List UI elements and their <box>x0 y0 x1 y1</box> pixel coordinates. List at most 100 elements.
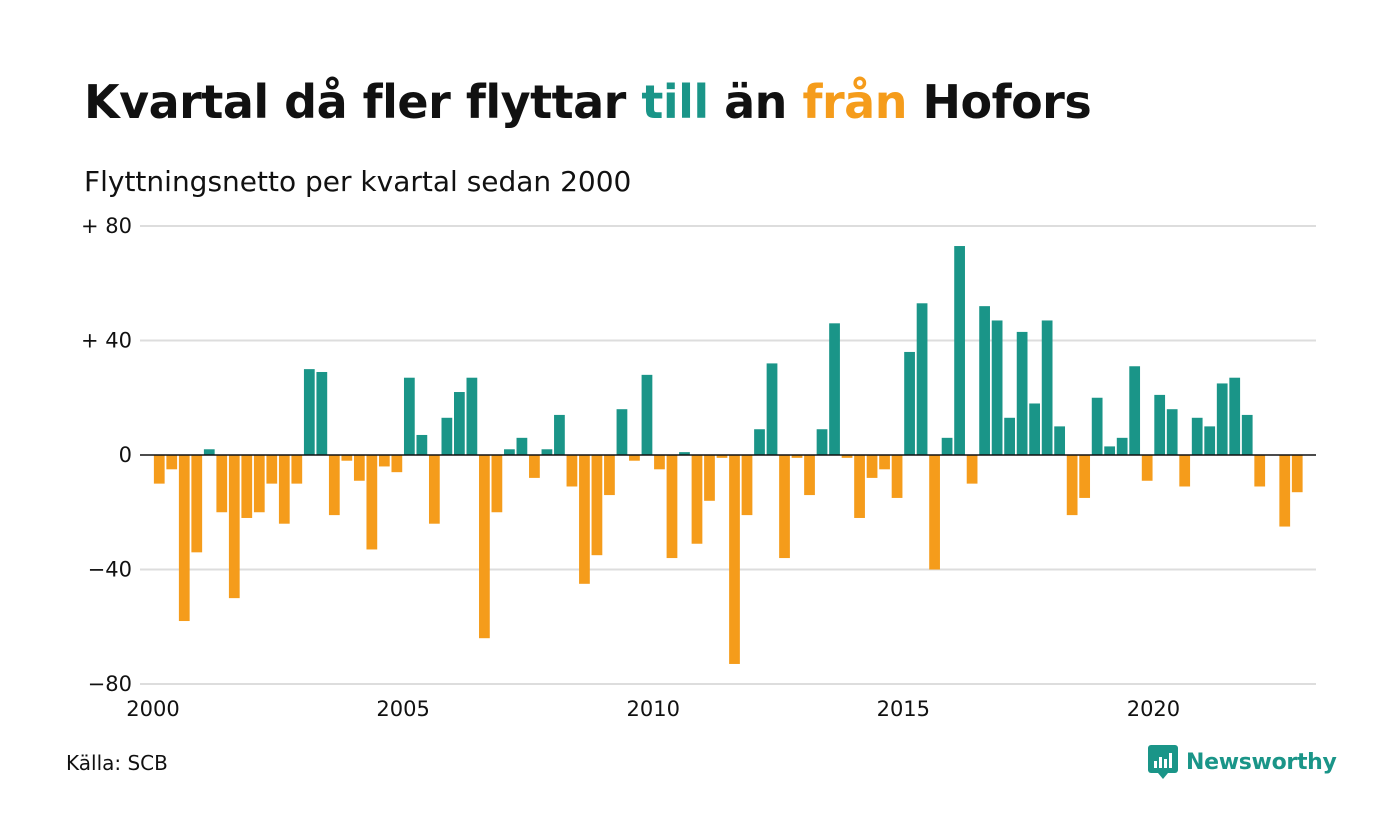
bar-2021-q2 <box>1216 383 1228 455</box>
bar-2021-q3 <box>1229 377 1241 455</box>
y-tick-label: −80 <box>88 672 132 696</box>
bar-2015-q3 <box>929 455 940 570</box>
bar-2010-q4 <box>691 455 703 544</box>
y-tick-label: + 40 <box>81 329 132 353</box>
bar-2003-q3 <box>328 455 340 516</box>
bar-2009-q1 <box>604 455 615 496</box>
x-axis-labels: 2000 2005 2010 2015 2020 <box>126 697 1180 721</box>
bar-2004-q3 <box>378 455 390 467</box>
bar-2015-q4 <box>941 437 953 455</box>
bar-2009-q2 <box>616 409 628 455</box>
bar-2013-q3 <box>829 323 840 455</box>
bar-2000-q4 <box>191 455 203 553</box>
y-tick-label: + 80 <box>81 214 132 238</box>
bar-2008-q3 <box>579 455 590 584</box>
bar-2005-q1 <box>403 377 415 455</box>
bar-2006-q3 <box>479 455 490 639</box>
bar-2017-q4 <box>1041 320 1053 455</box>
title-text-start: Kvartal då fler flyttar <box>84 75 642 129</box>
bar-2001-q1 <box>203 449 215 455</box>
bar-2022-q1 <box>1254 455 1266 487</box>
bar-2009-q3 <box>629 455 640 461</box>
bar-2011-q3 <box>729 455 740 664</box>
bar-2012-q3 <box>779 455 790 559</box>
bar-2018-q4 <box>1091 397 1103 455</box>
x-tick-label: 2010 <box>626 697 679 721</box>
bar-2006-q1 <box>454 392 465 455</box>
bar-2012-q1 <box>754 429 765 455</box>
bar-2009-q4 <box>641 374 653 455</box>
bars <box>153 246 1303 664</box>
bar-2002-q1 <box>253 455 265 513</box>
bar-2001-q2 <box>216 455 228 513</box>
bar-2016-q1 <box>954 246 965 455</box>
bar-2019-q2 <box>1116 437 1128 455</box>
bar-2010-q2 <box>666 455 678 559</box>
bar-2007-q3 <box>529 455 540 478</box>
source-note: Källa: SCB <box>66 751 168 775</box>
bar-2014-q2 <box>866 455 878 478</box>
bar-2017-q1 <box>1004 417 1015 455</box>
bar-2015-q1 <box>904 351 915 455</box>
chart-title: Kvartal då fler flyttar till än från Hof… <box>84 72 1092 132</box>
bar-2011-q2 <box>716 455 728 458</box>
title-text-end: Hofors <box>906 75 1092 129</box>
bar-2004-q4 <box>391 455 403 473</box>
bar-2002-q3 <box>278 455 290 524</box>
bar-2014-q4 <box>891 455 903 498</box>
bar-2019-q3 <box>1129 366 1141 455</box>
bar-2016-q3 <box>979 306 990 455</box>
bar-2005-q2 <box>416 434 428 455</box>
bar-2012-q4 <box>791 455 803 458</box>
y-tick-label: −40 <box>88 558 132 582</box>
bar-2020-q1 <box>1154 394 1166 455</box>
bar-2013-q2 <box>816 429 828 455</box>
bar-2012-q2 <box>766 363 778 455</box>
bar-2014-q3 <box>879 455 890 470</box>
bar-2008-q1 <box>554 414 565 455</box>
bar-2010-q1 <box>654 455 665 470</box>
bar-2001-q4 <box>241 455 253 518</box>
bar-2007-q4 <box>541 449 553 455</box>
bar-2005-q4 <box>441 417 453 455</box>
bar-2006-q2 <box>466 377 478 455</box>
title-text-middle: än <box>708 75 803 129</box>
y-tick-label: 0 <box>119 443 132 467</box>
bar-2019-q1 <box>1104 446 1116 455</box>
newsworthy-logo-icon <box>1148 745 1178 779</box>
bar-2015-q2 <box>916 303 928 455</box>
bar-2020-q4 <box>1191 417 1203 455</box>
bar-2013-q1 <box>804 455 815 496</box>
bar-2002-q2 <box>266 455 278 484</box>
bar-2008-q2 <box>566 455 578 487</box>
bar-2016-q2 <box>966 455 978 484</box>
bar-2022-q3 <box>1279 455 1291 527</box>
bar-2022-q4 <box>1291 455 1303 493</box>
bar-2003-q1 <box>303 369 315 456</box>
bar-2018-q2 <box>1066 455 1078 516</box>
bar-2006-q4 <box>491 455 503 513</box>
brand-logo: Newsworthy <box>1148 742 1337 782</box>
x-tick-label: 2015 <box>877 697 930 721</box>
bar-2003-q4 <box>341 455 353 461</box>
bar-2007-q2 <box>516 437 528 455</box>
bar-2000-q2 <box>166 455 178 470</box>
brand-name: Newsworthy <box>1186 749 1337 775</box>
bar-2017-q2 <box>1016 331 1028 455</box>
bar-2000-q1 <box>153 455 165 484</box>
bar-2021-q4 <box>1241 414 1253 455</box>
bar-2013-q4 <box>841 455 853 458</box>
bar-2021-q1 <box>1204 426 1216 456</box>
x-tick-label: 2020 <box>1127 697 1180 721</box>
grid-lines <box>140 225 1316 685</box>
bar-2008-q4 <box>591 455 603 556</box>
bar-2016-q4 <box>991 320 1003 455</box>
bar-2011-q1 <box>704 455 715 501</box>
bar-2017-q3 <box>1029 403 1040 455</box>
bar-2014-q1 <box>854 455 865 518</box>
x-tick-label: 2000 <box>126 697 179 721</box>
y-axis-labels: + 80 + 40 0 −40 −80 <box>81 214 132 696</box>
bar-2000-q3 <box>178 455 190 622</box>
bar-2010-q3 <box>679 452 690 455</box>
